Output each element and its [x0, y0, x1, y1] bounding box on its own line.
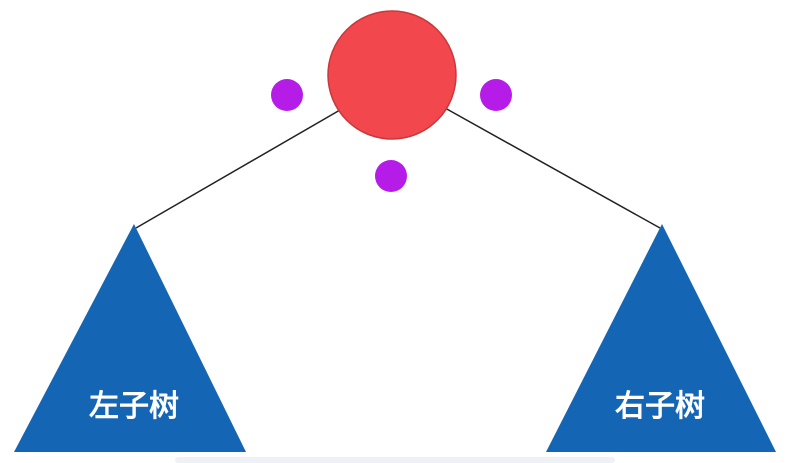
right-subtree-triangle: [546, 224, 776, 452]
left-subtree-triangle: [14, 224, 246, 452]
root-node: [327, 10, 457, 140]
bottom-scroll-strip: [175, 457, 615, 463]
edge-right: [444, 107, 661, 229]
right-subtree-label: 右子树: [615, 389, 705, 424]
edge-left: [135, 109, 341, 229]
left-dot: [271, 79, 303, 111]
bottom-dot: [375, 160, 407, 192]
left-subtree-label: 左子树: [89, 389, 179, 424]
right-dot: [480, 79, 512, 111]
